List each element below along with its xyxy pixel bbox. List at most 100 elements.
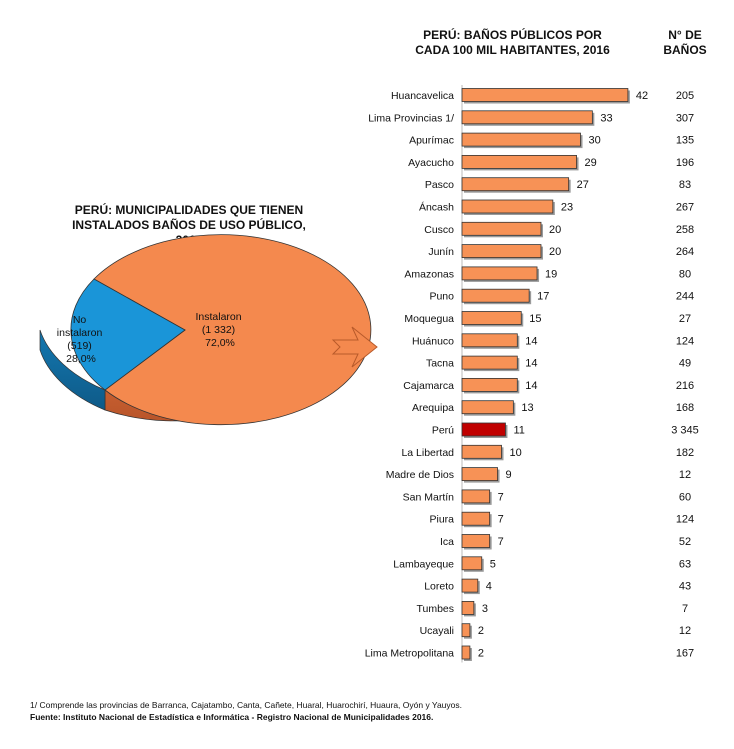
value-label: 14 <box>525 358 537 370</box>
count-label: 258 <box>676 224 694 236</box>
bar-ucayali <box>461 623 471 638</box>
pie-slice-not-installed <box>70 278 186 391</box>
bar-loreto <box>461 578 479 593</box>
count-label: 63 <box>679 558 691 570</box>
category-label: Ica <box>440 536 454 548</box>
bar-pasco <box>461 177 570 192</box>
bar-puno <box>461 288 530 303</box>
bar-la-libertad <box>461 444 502 459</box>
category-label: San Martín <box>403 491 455 503</box>
category-label: Moquegua <box>404 313 454 325</box>
category-label: Cusco <box>424 224 454 236</box>
count-label: 124 <box>676 335 694 347</box>
value-label: 2 <box>478 625 484 637</box>
bar-ica <box>461 534 491 548</box>
bar-ayacucho <box>461 154 577 169</box>
count-label: 216 <box>676 380 694 392</box>
category-label: Huancavelica <box>391 90 454 102</box>
bar-san-mart-n <box>461 489 491 504</box>
count-label: 7 <box>682 603 688 615</box>
pie-label-line: (519) <box>67 340 92 352</box>
pie-label-line: 72,0% <box>205 337 235 349</box>
bar-lima-metropolitana <box>461 645 471 660</box>
pie-label-not-installed: No instalaron (519) 28,0% <box>57 314 105 365</box>
count-label: 12 <box>679 625 691 637</box>
value-label: 14 <box>525 380 537 392</box>
count-label: 80 <box>679 268 691 280</box>
value-label: 9 <box>506 469 512 481</box>
count-label: 244 <box>676 291 694 303</box>
bar--ncash <box>461 199 554 214</box>
value-label: 19 <box>545 268 557 280</box>
value-label: 13 <box>521 402 533 414</box>
count-label: 83 <box>679 179 691 191</box>
bar-title-line: PERÚ: BAÑOS PÚBLICOS POR <box>423 28 602 42</box>
bar-jun-n <box>461 244 542 259</box>
count-label: 205 <box>676 90 694 102</box>
pie-slice-installed <box>93 234 372 426</box>
count-label: 196 <box>676 157 694 169</box>
pie-label-line: Instalaron <box>195 311 241 323</box>
pie-title-line: PERÚ: MUNICIPALIDADES QUE TIENEN <box>74 203 304 217</box>
pie-label-line: No <box>73 314 87 326</box>
value-label: 11 <box>513 425 524 437</box>
category-label: Perú <box>432 425 454 437</box>
count-column-title: N° DE BAÑOS <box>655 28 715 58</box>
source-note: Fuente: Instituto Nacional de Estadístic… <box>30 712 434 722</box>
category-label: Lima Provincias 1/ <box>368 112 454 124</box>
arrow-right-icon <box>331 326 378 368</box>
category-label: Cajamarca <box>403 380 454 392</box>
value-label: 3 <box>482 603 488 615</box>
category-label: Amazonas <box>404 268 454 280</box>
value-label: 15 <box>529 313 541 325</box>
bar-tacna <box>461 355 518 370</box>
bar-moquegua <box>461 311 522 325</box>
value-label: 4 <box>486 581 492 593</box>
value-label: 5 <box>490 558 496 570</box>
count-label: 264 <box>676 246 694 258</box>
value-label: 14 <box>525 335 537 347</box>
bar-title-line: CADA 100 MIL HABITANTES, 2016 <box>415 43 610 57</box>
value-label: 7 <box>498 514 504 526</box>
count-label: 135 <box>676 135 694 147</box>
count-label: 27 <box>679 313 691 325</box>
bar-lima-provincias-1- <box>461 110 593 125</box>
bar-apur-mac <box>461 132 581 147</box>
value-label: 29 <box>585 157 597 169</box>
category-label: Lima Metropolitana <box>365 648 454 660</box>
value-label: 2 <box>478 648 484 660</box>
count-label: 60 <box>679 491 691 503</box>
category-label: Tumbes <box>416 603 454 615</box>
value-label: 27 <box>577 179 589 191</box>
count-label: 307 <box>676 112 694 124</box>
pie-label-line: 28,0% <box>66 353 96 365</box>
count-label: 182 <box>676 447 694 459</box>
bar-arequipa <box>461 400 514 415</box>
value-label: 7 <box>498 491 504 503</box>
bar-hu-nuco <box>461 333 518 348</box>
bar-madre-de-dios <box>461 467 498 482</box>
category-label: Arequipa <box>412 402 454 414</box>
count-label: 52 <box>679 536 691 548</box>
count-label: 167 <box>676 648 694 660</box>
value-label: 7 <box>498 536 504 548</box>
count-label: 267 <box>676 202 694 214</box>
count-label: 12 <box>679 469 691 481</box>
count-label: 3 345 <box>671 425 699 437</box>
value-label: 33 <box>600 112 612 124</box>
category-label: Áncash <box>419 201 454 214</box>
value-label: 20 <box>549 224 561 236</box>
bar-cajamarca <box>461 377 518 392</box>
count-label: 49 <box>679 358 691 370</box>
count-label: 43 <box>679 581 691 593</box>
category-label: Ucayali <box>420 625 454 637</box>
pie-label-line: instalaron <box>57 327 103 339</box>
category-label: Tacna <box>426 358 454 370</box>
count-label: 124 <box>676 514 694 526</box>
category-label: Ayacucho <box>408 157 454 169</box>
bar-chart-title: PERÚ: BAÑOS PÚBLICOS POR CADA 100 MIL HA… <box>400 28 625 58</box>
pie-slice-not-installed-side <box>39 329 106 411</box>
value-label: 17 <box>537 291 549 303</box>
pie-title-line: INSTALADOS BAÑOS DE USO PÚBLICO, <box>72 218 306 232</box>
